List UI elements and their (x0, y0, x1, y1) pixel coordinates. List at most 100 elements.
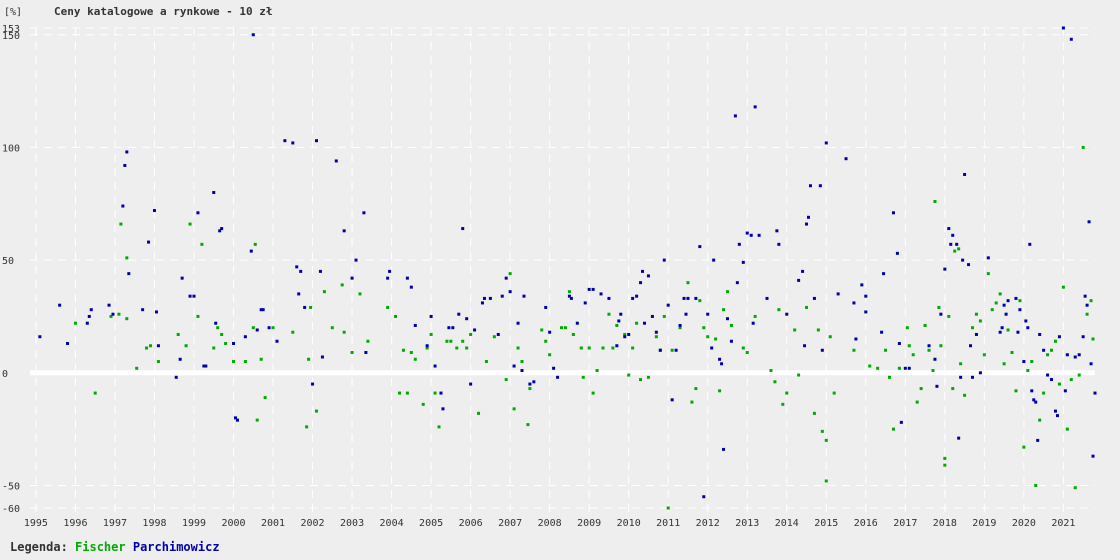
point-fischer (386, 305, 390, 309)
point-fischer (548, 353, 552, 357)
point-fischer (1053, 339, 1057, 343)
point-fischer (156, 360, 160, 364)
point-parchimowicz (556, 375, 560, 379)
point-fischer (253, 242, 257, 246)
point-fischer (769, 369, 773, 373)
point-parchimowicz (350, 276, 354, 280)
point-fischer (797, 373, 801, 377)
point-parchimowicz (880, 330, 884, 334)
y-tick-label: 100 (2, 143, 20, 154)
point-parchimowicz (751, 321, 755, 325)
point-fischer (421, 402, 425, 406)
point-fischer (627, 373, 631, 377)
point-fischer (330, 326, 334, 330)
point-fischer (828, 335, 832, 339)
point-fischer (504, 378, 508, 382)
point-fischer (1073, 486, 1077, 490)
point-parchimowicz (89, 308, 93, 312)
point-fischer (1050, 348, 1054, 352)
point-parchimowicz (1024, 319, 1028, 323)
point-fischer (793, 328, 797, 332)
legend-series-parchimowicz: Parchimowicz (132, 540, 220, 554)
point-parchimowicz (978, 371, 982, 375)
point-parchimowicz (528, 382, 532, 386)
point-parchimowicz (451, 326, 455, 330)
point-parchimowicz (899, 420, 903, 424)
point-fischer (469, 332, 473, 336)
point-fischer (852, 348, 856, 352)
point-parchimowicz (623, 335, 627, 339)
point-fischer (220, 332, 224, 336)
point-fischer (646, 375, 650, 379)
point-parchimowicz (852, 301, 856, 305)
x-tick-label: 2020 (1012, 518, 1036, 529)
x-tick-label: 2018 (933, 518, 957, 529)
point-parchimowicz (1006, 299, 1010, 303)
point-parchimowicz (824, 141, 828, 145)
point-parchimowicz (882, 272, 886, 276)
point-parchimowicz (243, 335, 247, 339)
point-parchimowicz (939, 312, 943, 316)
point-fischer (1077, 373, 1081, 377)
point-fischer (1030, 360, 1034, 364)
point-fischer (615, 323, 619, 327)
point-fischer (1014, 389, 1018, 393)
point-fischer (563, 326, 567, 330)
point-fischer (401, 348, 405, 352)
point-parchimowicz (951, 233, 955, 237)
x-tick-label: 2019 (972, 518, 996, 529)
point-parchimowicz (362, 211, 366, 215)
x-tick-label: 2015 (814, 518, 838, 529)
point-fischer (943, 463, 947, 467)
point-parchimowicz (765, 296, 769, 300)
point-parchimowicz (297, 292, 301, 296)
x-tick-label: 2016 (854, 518, 878, 529)
point-parchimowicz (354, 258, 358, 262)
point-fischer (824, 479, 828, 483)
point-parchimowicz (320, 355, 324, 359)
point-fischer (654, 335, 658, 339)
point-parchimowicz (933, 357, 937, 361)
point-fischer (342, 330, 346, 334)
point-fischer (429, 332, 433, 336)
point-fischer (520, 360, 524, 364)
point-parchimowicz (635, 294, 639, 298)
point-fischer (433, 391, 437, 395)
point-fischer (540, 328, 544, 332)
point-fischer (1089, 299, 1093, 303)
point-parchimowicz (729, 339, 733, 343)
point-fischer (437, 425, 441, 429)
point-parchimowicz (204, 364, 208, 368)
point-parchimowicz (891, 211, 895, 215)
point-parchimowicz (785, 312, 789, 316)
point-parchimowicz (388, 269, 392, 273)
point-fischer (492, 335, 496, 339)
point-fischer (963, 393, 967, 397)
point-fischer (405, 391, 409, 395)
point-parchimowicz (141, 308, 145, 312)
point-parchimowicz (433, 364, 437, 368)
x-tick-label: 1995 (24, 518, 48, 529)
x-tick-label: 2000 (221, 518, 245, 529)
point-parchimowicz (1034, 400, 1038, 404)
point-parchimowicz (670, 398, 674, 402)
point-fischer (1038, 418, 1042, 422)
point-fischer (271, 326, 275, 330)
point-fischer (394, 314, 398, 318)
point-parchimowicz (520, 369, 524, 373)
point-fischer (974, 312, 978, 316)
point-fischer (1002, 362, 1006, 366)
point-fischer (884, 348, 888, 352)
point-fischer (119, 222, 123, 226)
point-fischer (1085, 312, 1089, 316)
point-parchimowicz (970, 375, 974, 379)
point-parchimowicz (686, 296, 690, 300)
point-fischer (579, 346, 583, 350)
point-parchimowicz (864, 294, 868, 298)
point-parchimowicz (275, 339, 279, 343)
point-parchimowicz (251, 33, 255, 37)
point-parchimowicz (1038, 332, 1042, 336)
point-fischer (188, 222, 192, 226)
point-parchimowicz (1030, 389, 1034, 393)
